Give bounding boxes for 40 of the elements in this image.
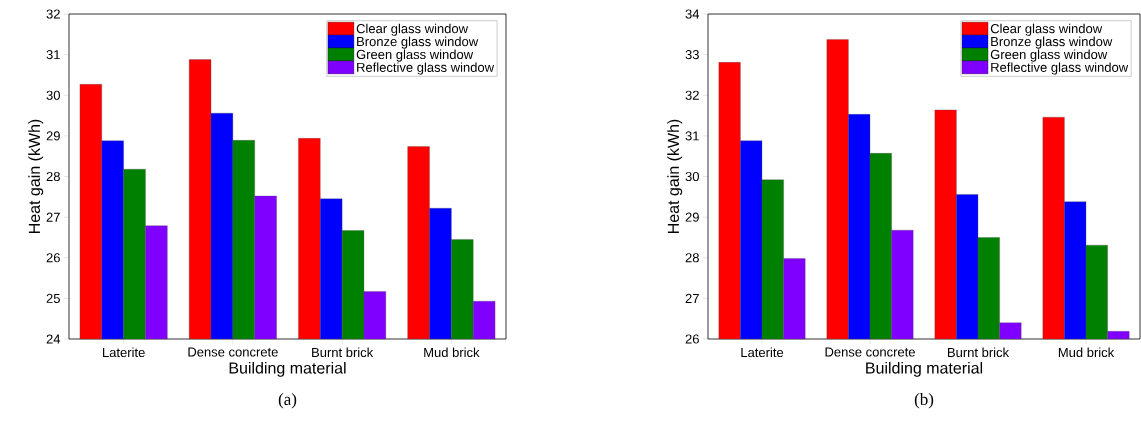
legend-label: Reflective glass window	[357, 62, 495, 75]
x-tick-label: Dense concrete	[188, 347, 278, 357]
y-tick-label: 32	[685, 90, 699, 100]
legend-label: Green glass window	[356, 49, 474, 62]
x-tick-label: Mud brick	[424, 347, 480, 358]
y-tick-label: 25	[46, 293, 60, 303]
text: (b)	[914, 393, 934, 409]
x-tick-label: Burnt brick	[948, 347, 1010, 358]
x-axis-title: Building material	[229, 361, 346, 377]
y-tick-label: 27	[685, 293, 699, 303]
y-tick-label: 26	[685, 334, 699, 344]
y-tick-label: 26	[46, 253, 60, 263]
y-tick-label: 30	[46, 90, 60, 100]
x-tick-label: Laterite	[741, 347, 784, 358]
y-tick-label: 34	[685, 9, 700, 19]
x-tick-label: Burnt brick	[312, 347, 374, 358]
x-tick-label: Laterite	[103, 347, 145, 358]
legend-label: Clear glass window	[990, 23, 1103, 36]
y-tick-label: 27	[46, 212, 60, 222]
y-axis-title: Heat gain (kWh)	[667, 119, 683, 233]
y-tick-label: 28	[46, 171, 60, 182]
legend-label: Clear glass window	[356, 23, 469, 36]
legend-label: Bronze glass window	[357, 36, 479, 49]
y-tick-label: 31	[46, 50, 60, 60]
y-axis-title: Heat gain (kWh)	[28, 119, 44, 233]
y-tick-label: 29	[685, 212, 699, 222]
text: (a)	[278, 393, 297, 409]
y-tick-label: 24	[46, 334, 61, 344]
x-tick-label: Mud brick	[1058, 347, 1115, 358]
y-tick-label: 31	[685, 131, 699, 141]
x-tick-label: Dense concrete	[825, 347, 915, 357]
legend-label: Reflective glass window	[991, 62, 1129, 75]
y-tick-label: 30	[685, 171, 699, 182]
y-tick-label: 32	[46, 9, 60, 19]
x-axis-title: Building material	[866, 361, 983, 377]
legend-label: Bronze glass window	[991, 36, 1113, 49]
legend-label: Green glass window	[990, 49, 1108, 62]
y-tick-label: 29	[46, 131, 60, 141]
y-tick-label: 28	[685, 253, 699, 263]
y-tick-label: 33	[685, 50, 699, 60]
